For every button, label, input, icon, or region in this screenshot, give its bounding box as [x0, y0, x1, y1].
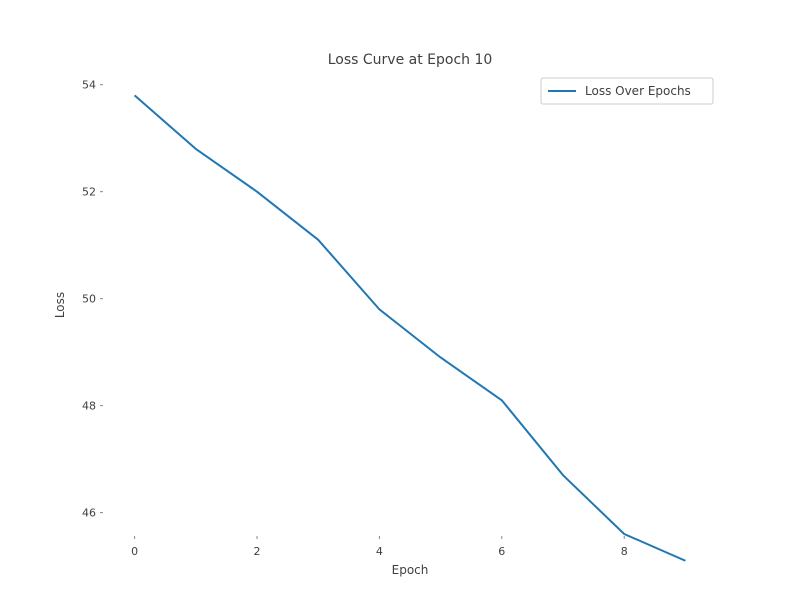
x-tick-label: 4 [376, 545, 383, 558]
legend-box [540, 77, 714, 105]
x-tick-label: 0 [131, 545, 138, 558]
legend: Loss Over Epochs [540, 77, 714, 105]
series-line [133, 94, 686, 562]
plot-area [133, 94, 686, 562]
y-axis-label: Loss [53, 292, 67, 318]
y-tick-label: 48 [82, 400, 96, 413]
y-tick-label: 46 [82, 507, 96, 520]
x-tick-label: 8 [621, 545, 628, 558]
legend-label: Loss Over Epochs [585, 84, 691, 98]
x-tick-label: 2 [254, 545, 261, 558]
y-tick-label: 50 [82, 293, 96, 306]
y-tick-label: 52 [82, 186, 96, 199]
y-tick-label: 54 [82, 79, 96, 92]
y-axis: 46 48 50 52 54 [82, 79, 103, 520]
x-axis: 0 2 4 6 8 [131, 536, 628, 558]
x-axis-label: Epoch [392, 563, 429, 577]
chart-title: Loss Curve at Epoch 10 [328, 52, 493, 68]
x-tick-label: 6 [498, 545, 505, 558]
